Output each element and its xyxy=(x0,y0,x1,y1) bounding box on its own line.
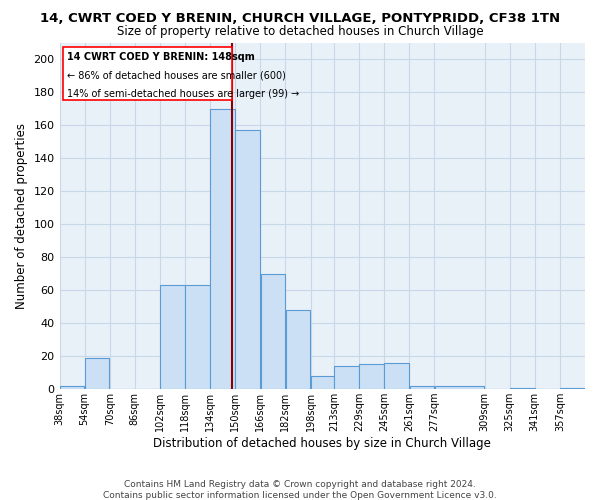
Bar xyxy=(359,364,384,389)
Bar xyxy=(160,285,185,389)
Bar xyxy=(334,366,359,389)
Bar xyxy=(510,388,535,389)
Text: 14, CWRT COED Y BRENIN, CHURCH VILLAGE, PONTYPRIDD, CF38 1TN: 14, CWRT COED Y BRENIN, CHURCH VILLAGE, … xyxy=(40,12,560,26)
Bar xyxy=(410,386,434,389)
Bar xyxy=(60,386,85,389)
Bar xyxy=(560,388,585,389)
X-axis label: Distribution of detached houses by size in Church Village: Distribution of detached houses by size … xyxy=(154,437,491,450)
Text: 14 CWRT COED Y BRENIN: 148sqm: 14 CWRT COED Y BRENIN: 148sqm xyxy=(67,52,255,62)
Text: ← 86% of detached houses are smaller (600): ← 86% of detached houses are smaller (60… xyxy=(67,70,286,81)
Bar xyxy=(211,108,235,389)
Bar xyxy=(62,48,232,100)
Bar xyxy=(286,310,310,389)
Bar xyxy=(235,130,260,389)
Y-axis label: Number of detached properties: Number of detached properties xyxy=(15,123,28,309)
Bar xyxy=(434,386,484,389)
Text: Contains HM Land Registry data © Crown copyright and database right 2024.: Contains HM Land Registry data © Crown c… xyxy=(124,480,476,489)
Bar xyxy=(385,363,409,389)
Bar xyxy=(185,285,210,389)
Text: 14% of semi-detached houses are larger (99) →: 14% of semi-detached houses are larger (… xyxy=(67,88,299,99)
Bar xyxy=(85,358,109,389)
Bar xyxy=(311,376,334,389)
Text: Size of property relative to detached houses in Church Village: Size of property relative to detached ho… xyxy=(116,25,484,38)
Bar xyxy=(260,274,285,389)
Text: Contains public sector information licensed under the Open Government Licence v3: Contains public sector information licen… xyxy=(103,491,497,500)
